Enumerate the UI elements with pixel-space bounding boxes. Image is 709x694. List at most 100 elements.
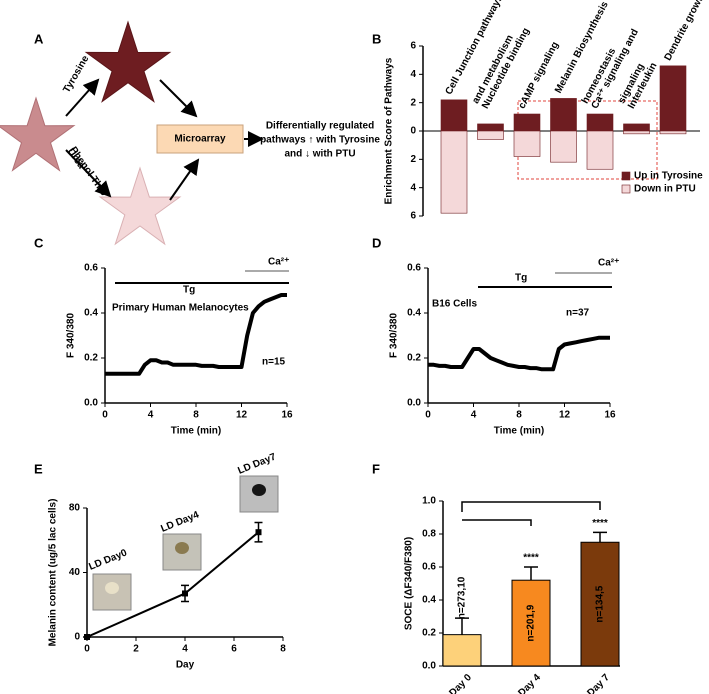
significance-label: **** (592, 518, 608, 529)
y-tick-label: 0.6 (407, 263, 421, 274)
x-tick-label: 4 (182, 644, 188, 655)
y-axis-label: F 340/380 (66, 313, 77, 358)
bar (659, 65, 687, 132)
x-tick-label: 12 (559, 410, 571, 421)
error-bar (455, 617, 469, 635)
bar (442, 634, 482, 667)
bar (440, 130, 468, 214)
significance-label: **** (523, 553, 539, 564)
error-bar (593, 531, 607, 543)
y-tick-label: 0.4 (407, 308, 421, 319)
x-tick-label: 0 (84, 644, 90, 655)
y-axis-label: Melanin content (ug/5 lac cells) (48, 499, 59, 647)
annotation: Ca²⁺ (598, 258, 619, 269)
bar (586, 130, 614, 170)
legend-swatch (621, 184, 631, 194)
x-tick-label: 4 (471, 410, 477, 421)
image-label: LD Day7 (236, 451, 278, 476)
y-axis-label: SOCE (ΔF340/F380) (404, 537, 415, 630)
point (255, 529, 262, 536)
bar (623, 123, 650, 132)
panel-letter: A (34, 31, 44, 46)
y-tick-label: 80 (69, 503, 81, 514)
trace (105, 293, 287, 376)
bar (659, 130, 687, 135)
y-tick-label: 1.0 (422, 496, 436, 507)
cell-ptu (98, 166, 182, 246)
y-tick-label: 0.0 (84, 398, 98, 409)
pellet (175, 542, 189, 554)
bar (586, 113, 614, 132)
x-tick-label: 0 (425, 410, 431, 421)
legend-label: Down in PTU (634, 184, 696, 195)
category-label: LD Day 7 (574, 672, 612, 694)
y-tick-label: 2 (410, 97, 416, 108)
arrow (65, 78, 100, 117)
label: pathways ↑ with Tyrosine (260, 135, 380, 146)
x-tick-label: 16 (604, 410, 616, 421)
microarray-box (156, 124, 244, 154)
annotation: Tg (515, 273, 527, 284)
annotation: B16 Cells (432, 299, 477, 310)
x-axis-label: Time (min) (494, 426, 544, 437)
y-tick-label: 2 (410, 154, 416, 165)
arrow (169, 158, 200, 201)
error-bar (524, 566, 538, 581)
y-tick-label: 0 (74, 632, 80, 643)
category-label: Dendrite growth (662, 0, 708, 62)
bar (550, 130, 577, 163)
legend-swatch (621, 171, 631, 181)
x-tick-label: 2 (133, 644, 139, 655)
arrow (159, 79, 198, 118)
y-tick-label: 0.4 (84, 308, 98, 319)
x-axis-label: Time (min) (171, 426, 221, 437)
label: and ↓ with PTU (284, 149, 355, 160)
label: Microarray (174, 134, 226, 145)
bracket (461, 501, 601, 512)
panel-letter: B (372, 31, 381, 46)
bar (440, 99, 468, 132)
annotation: n=15 (262, 357, 286, 368)
y-tick-label: 0.2 (407, 353, 421, 364)
panel-letter: D (372, 235, 381, 250)
x-tick-label: 0 (102, 410, 108, 421)
point (182, 590, 188, 597)
x-tick-label: 8 (193, 410, 199, 421)
bar (550, 98, 577, 132)
annotation: Tg (183, 285, 195, 296)
y-tick-label: 4 (410, 69, 416, 80)
y-tick-label: 40 (69, 567, 81, 578)
x-tick-label: 8 (280, 644, 286, 655)
y-tick-label: 0.2 (422, 628, 436, 639)
bar (580, 541, 620, 667)
y-tick-label: 0.0 (422, 661, 436, 672)
pellet (252, 484, 266, 496)
y-tick-label: 0.0 (407, 398, 421, 409)
legend-label: Up in Tyrosine (634, 171, 703, 182)
bar (513, 130, 541, 157)
y-tick-label: 0 (410, 126, 416, 137)
arrow (65, 149, 112, 198)
y-tick-label: 0.8 (422, 529, 436, 540)
x-tick-label: 16 (281, 410, 293, 421)
point (84, 634, 90, 640)
bar (511, 579, 551, 667)
x-tick-label: 4 (148, 410, 154, 421)
y-axis-label: Enrichment Score of Pathways (384, 57, 395, 204)
pellet (105, 582, 119, 594)
cell-untreated (0, 96, 76, 172)
cell-tyrosine (84, 20, 172, 103)
y-tick-label: 0.6 (422, 562, 436, 573)
image-label: LD Day4 (159, 509, 201, 534)
x-tick-label: 12 (236, 410, 248, 421)
category-label: LD Day 4 (505, 672, 543, 694)
annotation: n=37 (566, 308, 590, 319)
diagram: A Tyrosine Phenol Thio Urea Microarray D… (0, 20, 380, 246)
annotation: Primary Human Melanocytes (112, 303, 249, 314)
y-tick-label: 6 (410, 41, 416, 52)
y-axis-label: F 340/380 (389, 313, 400, 358)
n-label: n=273,10 (457, 576, 468, 619)
n-label: n=201,9 (526, 604, 537, 641)
panel-letter: F (372, 461, 380, 476)
